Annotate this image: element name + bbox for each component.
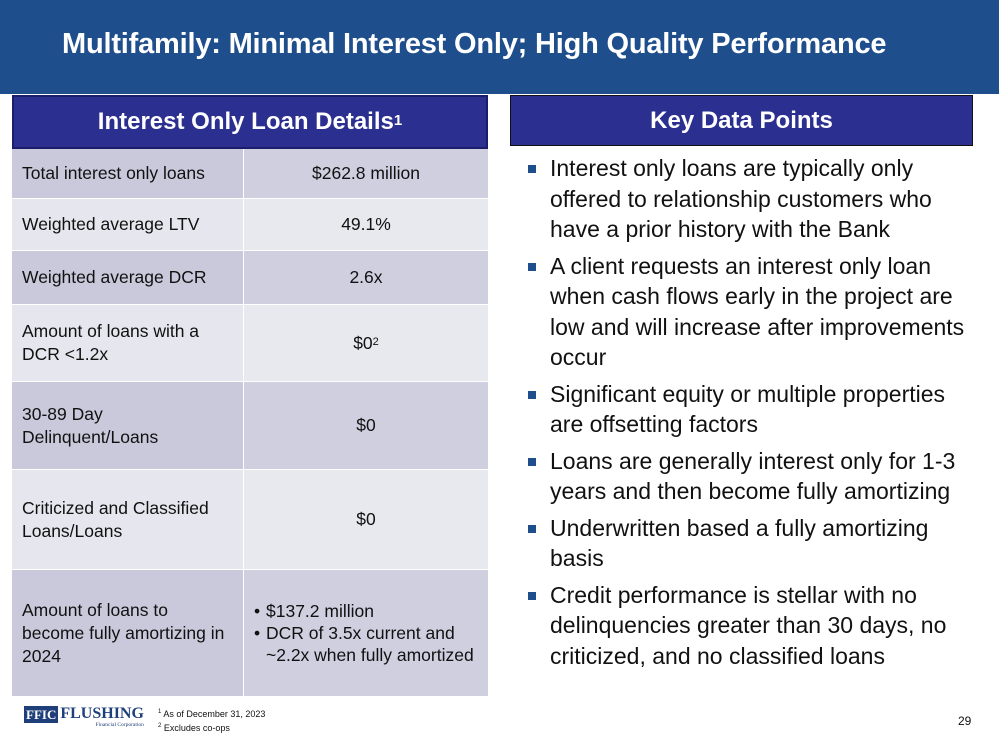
table-row: Weighted average LTV 49.1% bbox=[12, 199, 488, 251]
square-bullet-icon bbox=[528, 390, 536, 399]
page-title: Multifamily: Minimal Interest Only; High… bbox=[62, 28, 887, 60]
list-item: DCR of 3.5x current and ~2.2x when fully… bbox=[254, 622, 488, 666]
table-row: Amount of loans with a DCR <1.2x $0 2 bbox=[12, 305, 488, 382]
footnote-text: Excludes co-ops bbox=[163, 723, 230, 733]
row-value: 49.1% bbox=[341, 214, 391, 234]
row-label: Total interest only loans bbox=[12, 149, 244, 198]
logo-sub-text: Financial Corporation bbox=[95, 722, 144, 728]
row-value-footnote: 2 bbox=[372, 336, 379, 348]
logo-wordmark: FLUSHING Financial Corporation bbox=[60, 705, 144, 729]
list-item: Underwritten based a fully amortizing ba… bbox=[526, 513, 976, 574]
table-header: Interest Only Loan Details 1 bbox=[12, 95, 488, 149]
row-value: 2.6x bbox=[349, 267, 383, 287]
table-row: Weighted average DCR 2.6x bbox=[12, 251, 488, 305]
row-label: Weighted average DCR bbox=[12, 251, 244, 304]
list-item: Credit performance is stellar with no de… bbox=[526, 580, 976, 672]
row-value: $0 bbox=[356, 415, 376, 435]
row-value: $137.2 million DCR of 3.5x current and ~… bbox=[244, 570, 488, 696]
list-item: Loans are generally interest only for 1-… bbox=[526, 446, 976, 507]
square-bullet-icon bbox=[528, 165, 536, 173]
row-value: $262.8 million bbox=[312, 163, 420, 183]
list-item: Significant equity or multiple propertie… bbox=[526, 379, 976, 440]
table-row: Criticized and Classified Loans/Loans $0 bbox=[12, 470, 488, 570]
row-label: Weighted average LTV bbox=[12, 199, 244, 250]
row-value: $0 2 bbox=[244, 305, 488, 381]
row-label: Criticized and Classified Loans/Loans bbox=[12, 470, 244, 569]
row-value: $0 bbox=[356, 509, 376, 529]
square-bullet-icon bbox=[528, 457, 536, 466]
square-bullet-icon bbox=[528, 524, 536, 533]
table-row: Amount of loans to become fully amortizi… bbox=[12, 570, 488, 697]
logo-main-text: FLUSHING bbox=[60, 705, 144, 722]
logo-ffic-box: FFIC bbox=[24, 706, 59, 723]
title-bar: Multifamily: Minimal Interest Only; High… bbox=[0, 0, 999, 94]
amortizing-bullets: $137.2 million DCR of 3.5x current and ~… bbox=[244, 600, 488, 666]
row-value-text: $0 bbox=[353, 332, 373, 353]
list-item: A client requests an interest only loan … bbox=[526, 251, 976, 373]
list-item-text: Underwritten based a fully amortizing ba… bbox=[550, 514, 929, 572]
table-row: Total interest only loans $262.8 million bbox=[12, 149, 488, 199]
footnote-1: 1 As of December 31, 2023 bbox=[158, 706, 265, 720]
list-item-text: A client requests an interest only loan … bbox=[550, 252, 965, 371]
square-bullet-icon bbox=[528, 262, 536, 271]
list-item-text: Interest only loans are typically only o… bbox=[550, 155, 932, 242]
row-label: Amount of loans to become fully amortizi… bbox=[12, 570, 244, 696]
footnote-number: 1 bbox=[158, 709, 162, 715]
key-data-points-header: Key Data Points bbox=[510, 95, 973, 146]
key-data-points-list: Interest only loans are typically only o… bbox=[526, 153, 976, 677]
square-bullet-icon bbox=[528, 591, 536, 600]
footnote-number: 2 bbox=[158, 723, 162, 729]
interest-only-loan-table: Interest Only Loan Details 1 Total intere… bbox=[12, 95, 488, 697]
list-item-text: Significant equity or multiple propertie… bbox=[550, 380, 946, 438]
footnote-2: 2 Excludes co-ops bbox=[158, 720, 265, 734]
row-label: Amount of loans with a DCR <1.2x bbox=[12, 305, 244, 381]
footnotes: 1 As of December 31, 2023 2 Excludes co-… bbox=[158, 706, 265, 734]
list-item-text: Loans are generally interest only for 1-… bbox=[550, 447, 956, 505]
flushing-logo: FFIC FLUSHING Financial Corporation bbox=[24, 706, 144, 728]
list-item: Interest only loans are typically only o… bbox=[526, 153, 976, 245]
list-item-text: Credit performance is stellar with no de… bbox=[550, 581, 947, 669]
table-row: 30-89 Day Delinquent/Loans $0 bbox=[12, 382, 488, 470]
list-item: $137.2 million bbox=[254, 600, 488, 622]
table-header-footnote: 1 bbox=[393, 111, 403, 129]
row-label: 30-89 Day Delinquent/Loans bbox=[12, 382, 244, 469]
table-header-text: Interest Only Loan Details bbox=[97, 108, 394, 135]
footnote-text: As of December 31, 2023 bbox=[163, 709, 266, 719]
page-number: 29 bbox=[958, 714, 972, 728]
